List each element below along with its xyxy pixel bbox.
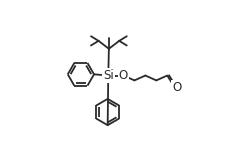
Text: O: O xyxy=(172,81,181,94)
Text: O: O xyxy=(119,69,128,82)
Text: Si: Si xyxy=(103,69,114,82)
